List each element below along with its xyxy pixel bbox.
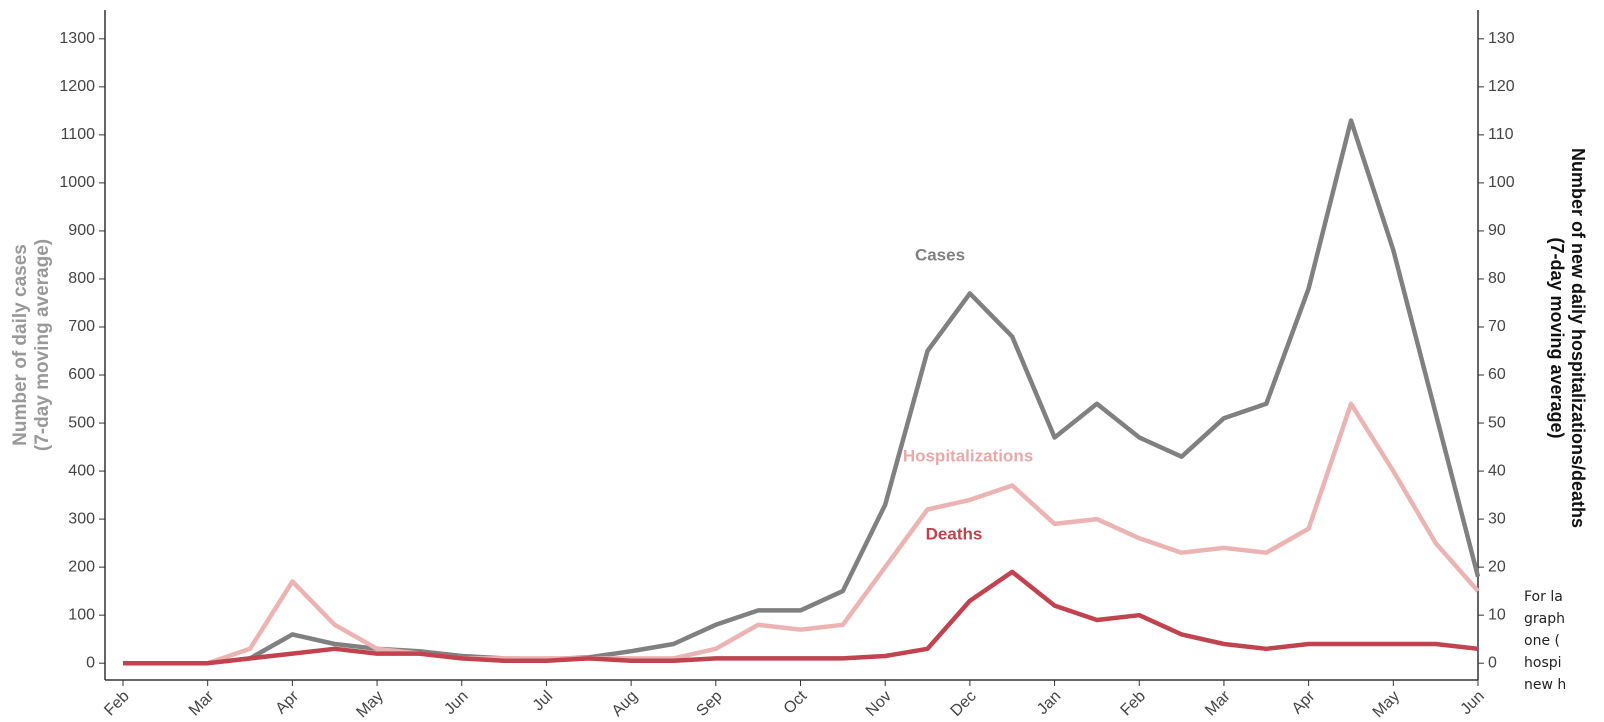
x-tick-label: Jul: [530, 688, 556, 714]
x-tick-label: Apr: [1289, 687, 1319, 717]
y2-tick-label: 10: [1488, 606, 1506, 623]
y2-tick-label: 60: [1488, 366, 1506, 383]
x-tick-label: Jan: [1034, 688, 1064, 718]
side-text: new h: [1524, 677, 1566, 693]
series-line: [123, 569, 1479, 666]
y2-axis-label: Number of new daily hospitalizations/dea…: [1547, 148, 1588, 528]
y2-axis-label-line: Number of new daily hospitalizations/dea…: [1568, 148, 1588, 528]
side-text: hospi: [1524, 655, 1562, 671]
y-tick-label: 1300: [59, 30, 95, 47]
y-tick-label: 200: [68, 558, 95, 575]
x-tick-label: Sep: [693, 688, 725, 720]
y2-tick-label: 30: [1488, 510, 1506, 527]
y2-tick-label: 100: [1488, 174, 1515, 191]
series-label: Hospitalizations: [903, 446, 1033, 465]
y-tick-label: 0: [86, 654, 95, 671]
y-tick-label: 1100: [61, 126, 96, 143]
x-tick-label: Mar: [186, 687, 218, 719]
x-tick-label: Oct: [781, 687, 811, 717]
side-text: one (: [1524, 633, 1560, 649]
y-axis-label-line: (7-day moving average): [32, 239, 53, 451]
y-axis-label-line: Number of daily cases: [10, 244, 31, 446]
x-tick-label: Nov: [863, 688, 895, 720]
series-label: Cases: [915, 245, 965, 264]
y-tick-label: 1200: [59, 78, 95, 95]
y-axis-label: Number of daily cases(7-day moving avera…: [10, 239, 53, 451]
x-tick-label: Dec: [948, 688, 980, 720]
x-tick-label: Aug: [609, 688, 641, 720]
y-tick-label: 600: [68, 366, 95, 383]
y-tick-label: 400: [68, 462, 95, 479]
y2-axis-label-line: (7-day moving average): [1547, 237, 1567, 438]
y-tick-label: 300: [68, 510, 95, 527]
x-tick-label: Jun: [441, 688, 471, 718]
x-tick-label: Feb: [101, 688, 133, 720]
x-tick-label: Mar: [1202, 687, 1234, 719]
y2-tick-label: 50: [1488, 414, 1506, 431]
y2-tick-label: 120: [1488, 78, 1515, 95]
x-tick-label: May: [353, 688, 386, 721]
x-tick-label: Jun: [1458, 688, 1488, 718]
y2-tick-label: 110: [1488, 126, 1514, 143]
x-tick-label: Apr: [273, 687, 303, 717]
y2-tick-label: 40: [1488, 462, 1506, 479]
y-tick-label: 1000: [59, 174, 95, 191]
x-tick-label: Feb: [1118, 688, 1150, 720]
y2-tick-label: 90: [1488, 222, 1506, 239]
y2-tick-label: 70: [1488, 318, 1506, 335]
series-line: [123, 118, 1481, 666]
y-tick-label: 700: [68, 318, 95, 335]
y2-tick-label: 80: [1488, 270, 1506, 287]
series-line: [123, 401, 1480, 666]
y-tick-label: 100: [68, 606, 95, 623]
x-tick-label: May: [1370, 688, 1403, 721]
y2-tick-label: 130: [1488, 30, 1515, 47]
series-label: Deaths: [926, 524, 983, 543]
side-text: graph: [1524, 611, 1565, 627]
y-tick-label: 900: [68, 222, 95, 239]
side-text: For la: [1524, 589, 1563, 605]
y2-tick-label: 20: [1488, 558, 1506, 575]
y-tick-label: 500: [68, 414, 95, 431]
y-tick-label: 800: [68, 270, 95, 287]
y2-tick-label: 0: [1488, 654, 1497, 671]
